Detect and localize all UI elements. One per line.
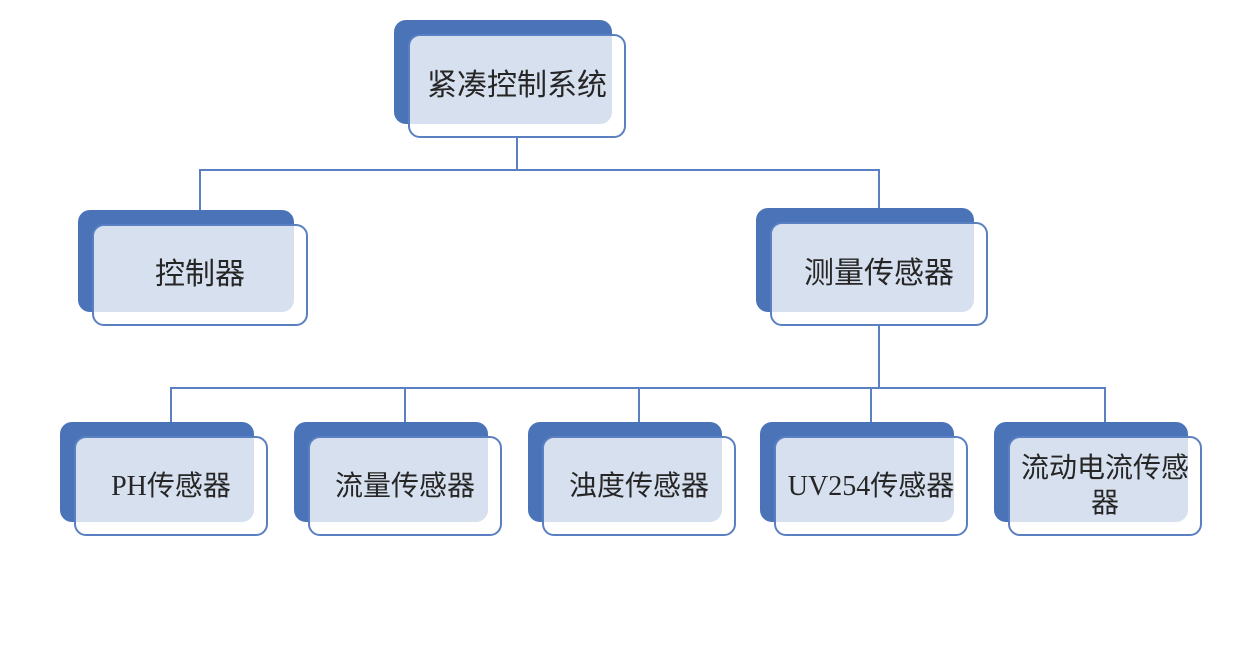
node-box: UV254传感器 xyxy=(774,436,968,536)
node-box: 紧凑控制系统 xyxy=(408,34,626,138)
node-sensor-parent: 测量传感器 xyxy=(756,208,988,326)
node-label: 紧凑控制系统 xyxy=(427,67,607,105)
node-box: 测量传感器 xyxy=(770,222,988,326)
node-label: 流量传感器 xyxy=(335,469,475,504)
node-root: 紧凑控制系统 xyxy=(394,20,626,138)
node-box: 控制器 xyxy=(92,224,308,326)
node-box: 浊度传感器 xyxy=(542,436,736,536)
node-label: UV254传感器 xyxy=(788,469,954,504)
org-chart-canvas: 紧凑控制系统 控制器 测量传感器 PH传感器 流量传感器 浊度传感器 xyxy=(0,0,1253,651)
node-label: 浊度传感器 xyxy=(569,469,709,504)
node-label: PH传感器 xyxy=(111,469,231,504)
node-flow-sensor: 流量传感器 xyxy=(294,422,502,536)
node-label: 控制器 xyxy=(155,256,245,294)
node-label: 测量传感器 xyxy=(804,255,954,293)
node-turbidity-sensor: 浊度传感器 xyxy=(528,422,736,536)
node-streaming-current-sensor: 流动电流传感器 xyxy=(994,422,1202,536)
node-label: 流动电流传感器 xyxy=(1018,451,1192,521)
node-uv254-sensor: UV254传感器 xyxy=(760,422,968,536)
node-box: PH传感器 xyxy=(74,436,268,536)
node-ph-sensor: PH传感器 xyxy=(60,422,268,536)
node-box: 流动电流传感器 xyxy=(1008,436,1202,536)
node-box: 流量传感器 xyxy=(308,436,502,536)
node-controller: 控制器 xyxy=(78,210,308,326)
